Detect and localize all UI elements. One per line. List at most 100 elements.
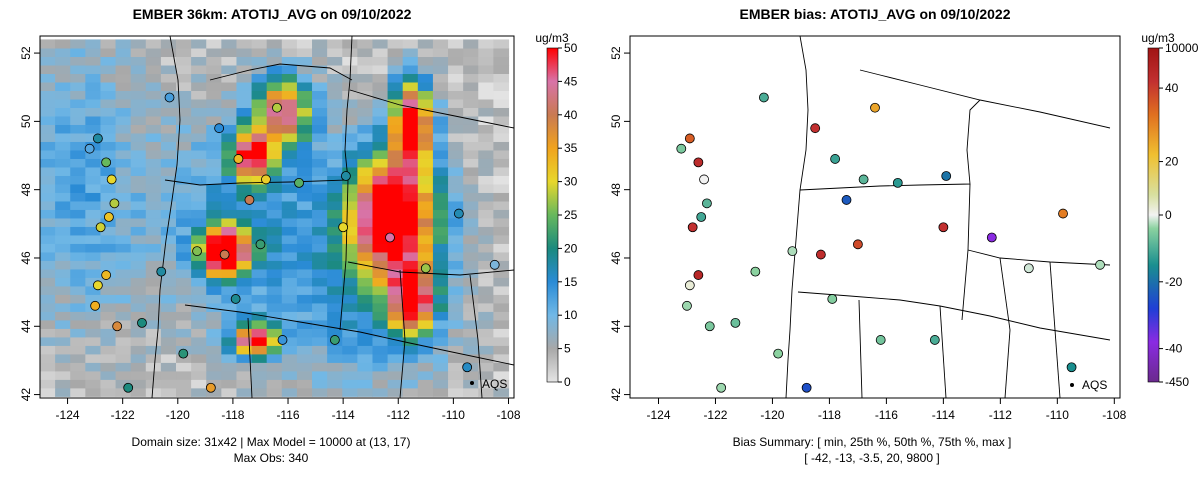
heatmap-cell <box>327 115 343 125</box>
heatmap-cell <box>221 107 238 117</box>
heatmap-cell <box>357 98 374 108</box>
heatmap-cell <box>70 107 86 117</box>
heatmap-cell <box>130 64 147 75</box>
heatmap-cell <box>327 64 343 75</box>
heatmap-cell <box>160 200 177 210</box>
heatmap-cell <box>115 217 132 227</box>
heatmap-cell <box>463 387 479 397</box>
right-footer-line1: Bias Summary: [ min, 25th %, 50th %, 75t… <box>733 435 1012 449</box>
right-y-tick-label: 52 <box>609 46 623 60</box>
heatmap-cell <box>145 336 162 346</box>
heatmap-cell <box>463 217 479 227</box>
heatmap-cell <box>191 260 207 270</box>
heatmap-cell <box>342 268 358 278</box>
left-y-tick-label: 44 <box>19 319 33 333</box>
heatmap-cell <box>85 124 102 134</box>
heatmap-cell <box>402 260 419 270</box>
heatmap-cell <box>206 81 222 91</box>
heatmap-cell <box>176 200 192 210</box>
heatmap-cell <box>448 345 464 355</box>
heatmap-cell <box>417 243 434 253</box>
heatmap-cell <box>327 285 343 295</box>
heatmap-cell <box>221 200 238 210</box>
heatmap-cell <box>115 328 132 338</box>
heatmap-cell <box>448 39 464 49</box>
heatmap-cell <box>402 107 419 117</box>
heatmap-cell <box>130 345 147 355</box>
heatmap-cell <box>342 56 358 66</box>
heatmap-cell <box>85 379 102 389</box>
heatmap-cell <box>221 234 238 244</box>
heatmap-cell <box>266 379 283 389</box>
heatmap-cell <box>191 336 207 346</box>
heatmap-cell <box>100 192 117 202</box>
heatmap-cell <box>448 217 464 227</box>
right-aqs-label: AQS <box>1082 378 1107 392</box>
left-point <box>420 263 431 274</box>
right-point <box>801 382 812 393</box>
heatmap-cell <box>463 132 479 142</box>
heatmap-cell <box>236 345 253 355</box>
heatmap-cell <box>493 149 510 159</box>
heatmap-cell <box>55 387 71 397</box>
heatmap-cell <box>372 260 389 270</box>
heatmap-cell <box>145 200 162 210</box>
heatmap-cell <box>70 387 86 397</box>
heatmap-cell <box>145 64 162 75</box>
left-colorbar-tick-label: 5 <box>564 342 571 356</box>
heatmap-cell <box>478 251 494 261</box>
heatmap-cell <box>281 319 298 329</box>
heatmap-cell <box>130 285 147 295</box>
heatmap-cell <box>206 124 222 134</box>
heatmap-cell <box>130 362 147 372</box>
right-point <box>684 133 695 144</box>
heatmap-cell <box>417 64 434 75</box>
left-point <box>272 102 282 113</box>
heatmap-cell <box>145 319 162 329</box>
heatmap-cell <box>327 132 343 142</box>
heatmap-cell <box>372 345 389 355</box>
heatmap-cell <box>40 47 56 58</box>
heatmap-cell <box>387 73 404 83</box>
heatmap-cell <box>236 285 253 295</box>
heatmap-cell <box>206 149 222 159</box>
heatmap-cell <box>342 379 358 389</box>
heatmap-cell <box>327 149 343 159</box>
heatmap-cell <box>387 294 404 304</box>
heatmap-cell <box>327 251 343 261</box>
heatmap-cell <box>70 328 86 338</box>
heatmap-cell <box>206 319 222 329</box>
heatmap-cell <box>40 200 56 210</box>
left-observation-points <box>84 92 500 393</box>
heatmap-cell <box>206 73 222 83</box>
heatmap-cell <box>357 175 374 185</box>
left-x-tick-label: -124 <box>56 408 80 422</box>
heatmap-cell <box>236 251 253 261</box>
heatmap-cell <box>357 302 374 312</box>
left-point <box>156 266 167 277</box>
heatmap-cell <box>357 226 374 236</box>
right-point <box>827 294 838 304</box>
heatmap-cell <box>463 98 479 108</box>
heatmap-cell <box>357 73 374 83</box>
left-point <box>109 198 120 209</box>
heatmap-cell <box>327 277 343 287</box>
heatmap-cell <box>130 141 147 151</box>
heatmap-cell <box>372 132 389 142</box>
heatmap-cell <box>357 285 374 295</box>
heatmap-cell <box>357 200 374 210</box>
heatmap-cell <box>191 56 207 66</box>
heatmap-cell <box>130 268 147 278</box>
heatmap-cell <box>417 149 434 159</box>
heatmap-cell <box>281 158 298 168</box>
heatmap-cell <box>493 294 510 304</box>
heatmap-cell <box>266 90 283 100</box>
heatmap-cell <box>402 311 419 321</box>
heatmap-cell <box>191 285 207 295</box>
heatmap-cell <box>327 47 343 58</box>
heatmap-cell <box>387 234 404 244</box>
heatmap-cell <box>357 243 374 253</box>
heatmap-cell <box>463 353 479 363</box>
heatmap-cell <box>251 141 268 151</box>
